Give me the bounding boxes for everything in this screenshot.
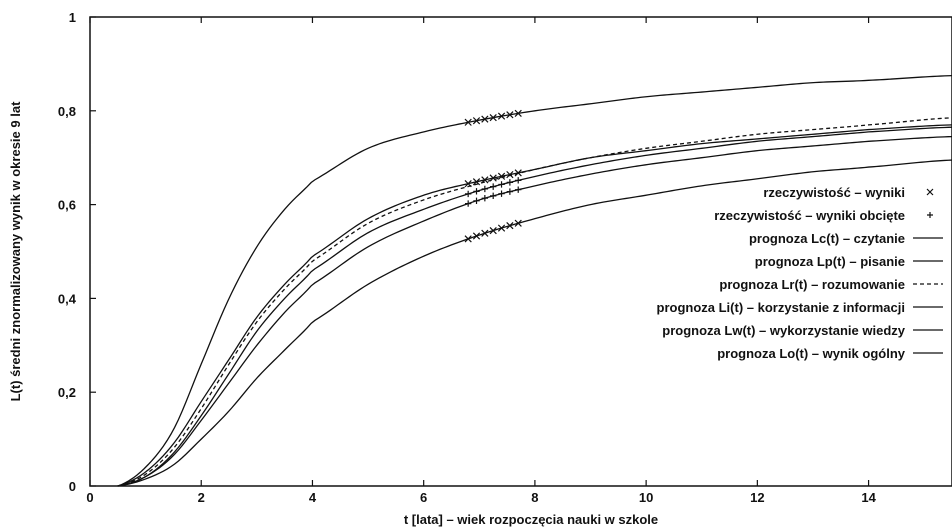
series-line-1 <box>117 74 952 487</box>
x-tick-label: 0 <box>86 490 93 505</box>
data-point-x <box>506 111 514 119</box>
legend-entry-label: prognoza Lo(t) – wynik ogólny <box>717 346 906 361</box>
legend: rzeczywistość – wyniki rzeczywistość – wy… <box>657 185 943 361</box>
data-point-x <box>497 112 506 120</box>
plot-area-frame <box>89 16 952 487</box>
legend-marker-x <box>926 188 934 196</box>
data-point-plus <box>489 192 497 200</box>
data-point-plus <box>473 197 480 205</box>
data-point-plus <box>506 188 514 195</box>
data-point-plus <box>464 200 472 207</box>
data-point-x <box>497 224 506 232</box>
x-tick-label: 8 <box>531 490 538 505</box>
data-point-x <box>506 222 514 230</box>
data-point-plus <box>473 188 480 195</box>
data-point-x <box>489 174 497 182</box>
series-line-4 <box>117 126 952 487</box>
data-point-x <box>514 169 522 177</box>
x-axis-label: t [lata] – wiek rozpoczęcia nauki w szko… <box>404 512 658 527</box>
x-tick-label: 2 <box>198 490 205 505</box>
data-point-x <box>506 170 514 179</box>
legend-entry-label: prognoza Lr(t) – rozumowanie <box>719 277 905 292</box>
data-point-plus <box>498 181 505 188</box>
legend-entry-label: prognoza Lc(t) – czytanie <box>749 231 905 246</box>
y-axis-label: L(t) średni znormalizowany wynik w okres… <box>8 101 23 401</box>
data-point-x <box>489 226 497 235</box>
x-tick-label: 14 <box>861 490 876 505</box>
legend-entry-label: prognoza Lp(t) – pisanie <box>755 254 905 269</box>
legend-entry-label: prognoza Li(t) – korzystanie z informacj… <box>657 300 905 315</box>
data-point-plus <box>464 190 472 198</box>
series-line-6 <box>117 159 952 487</box>
data-point-x <box>514 219 522 227</box>
y-tick-label: 0,2 <box>58 385 76 400</box>
data-point-plus <box>515 177 522 184</box>
data-point-plus <box>515 186 522 193</box>
y-tick-label: 0,8 <box>58 104 76 119</box>
y-tick-label: 0 <box>69 479 76 494</box>
series-line-5 <box>117 135 952 487</box>
data-point-x <box>464 180 472 188</box>
data-point-x <box>497 172 506 180</box>
y-tick-label: 0,4 <box>58 291 77 306</box>
data-markers-layer <box>464 109 522 243</box>
series-curves-layer <box>117 74 952 487</box>
series-line-2 <box>117 124 952 487</box>
legend-entry-label: rzeczywistość – wyniki obcięte <box>714 208 905 223</box>
data-point-x <box>481 176 489 184</box>
data-point-x <box>481 115 489 123</box>
legend-entry-label: prognoza Lw(t) – wykorzystanie wiedzy <box>662 323 905 338</box>
y-tick-label: 1 <box>69 10 76 25</box>
y-tick-label: 0,6 <box>58 198 76 213</box>
x-tick-label: 10 <box>639 490 653 505</box>
data-point-plus <box>498 190 505 197</box>
x-tick-label: 6 <box>420 490 427 505</box>
data-point-plus <box>506 179 514 186</box>
data-point-plus <box>481 195 489 202</box>
data-point-x <box>472 178 481 186</box>
data-point-x <box>464 235 472 243</box>
x-tick-label: 12 <box>750 490 764 505</box>
data-point-x <box>481 229 489 237</box>
legend-entry-label: rzeczywistość – wyniki <box>763 185 905 200</box>
data-point-x <box>472 117 481 125</box>
data-point-x <box>514 109 522 117</box>
tick-labels-layer: 0 2 4 6 8 10 12 14 0 0,2 0,4 0,6 0,8 1 <box>58 10 877 505</box>
data-point-x <box>489 113 497 122</box>
x-tick-label: 4 <box>309 490 317 505</box>
legend-marker-plus <box>927 212 933 218</box>
data-point-x <box>464 118 472 126</box>
data-point-plus <box>481 185 489 193</box>
data-point-plus <box>489 183 497 190</box>
series-line-3 <box>117 117 952 487</box>
data-point-x <box>472 232 481 240</box>
